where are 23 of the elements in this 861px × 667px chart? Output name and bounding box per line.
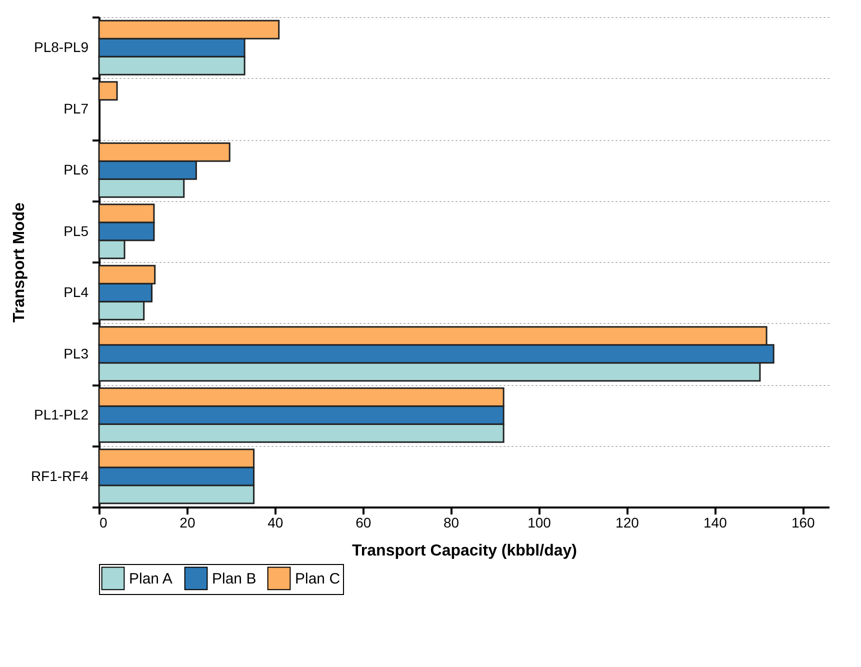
y-tick-label: PL6 [64, 162, 89, 178]
y-tick-label: RF1-RF4 [30, 468, 89, 484]
x-tick-label: 160 [791, 514, 816, 530]
x-tick-label: 120 [616, 514, 640, 530]
x-tick-label: 140 [703, 514, 728, 530]
y-tick-label: PL8-PL9 [34, 39, 89, 56]
y-tick-label: PL4 [64, 284, 89, 300]
x-tick-label: 100 [528, 514, 552, 530]
x-tick-label: 40 [268, 514, 284, 530]
y-tick-label: PL5 [64, 222, 89, 239]
x-axis-title: Transport Capacity (kbbl/day) [352, 542, 577, 560]
y-tick-label: PL3 [64, 345, 89, 362]
y-tick-label: PL1-PL2 [34, 406, 89, 423]
legend-label: Plan B [212, 570, 256, 588]
y-tick-label: PL7 [64, 100, 89, 116]
x-tick-label: 20 [180, 514, 196, 530]
y-axis-title: Transport Mode [10, 202, 28, 323]
x-tick-label: 60 [356, 514, 372, 530]
legend-label: Plan C [295, 570, 340, 588]
x-tick-label: 0 [100, 514, 108, 530]
legend-label: Plan A [129, 570, 172, 588]
bar [98, 81, 118, 101]
x-tick-label: 80 [444, 514, 460, 530]
